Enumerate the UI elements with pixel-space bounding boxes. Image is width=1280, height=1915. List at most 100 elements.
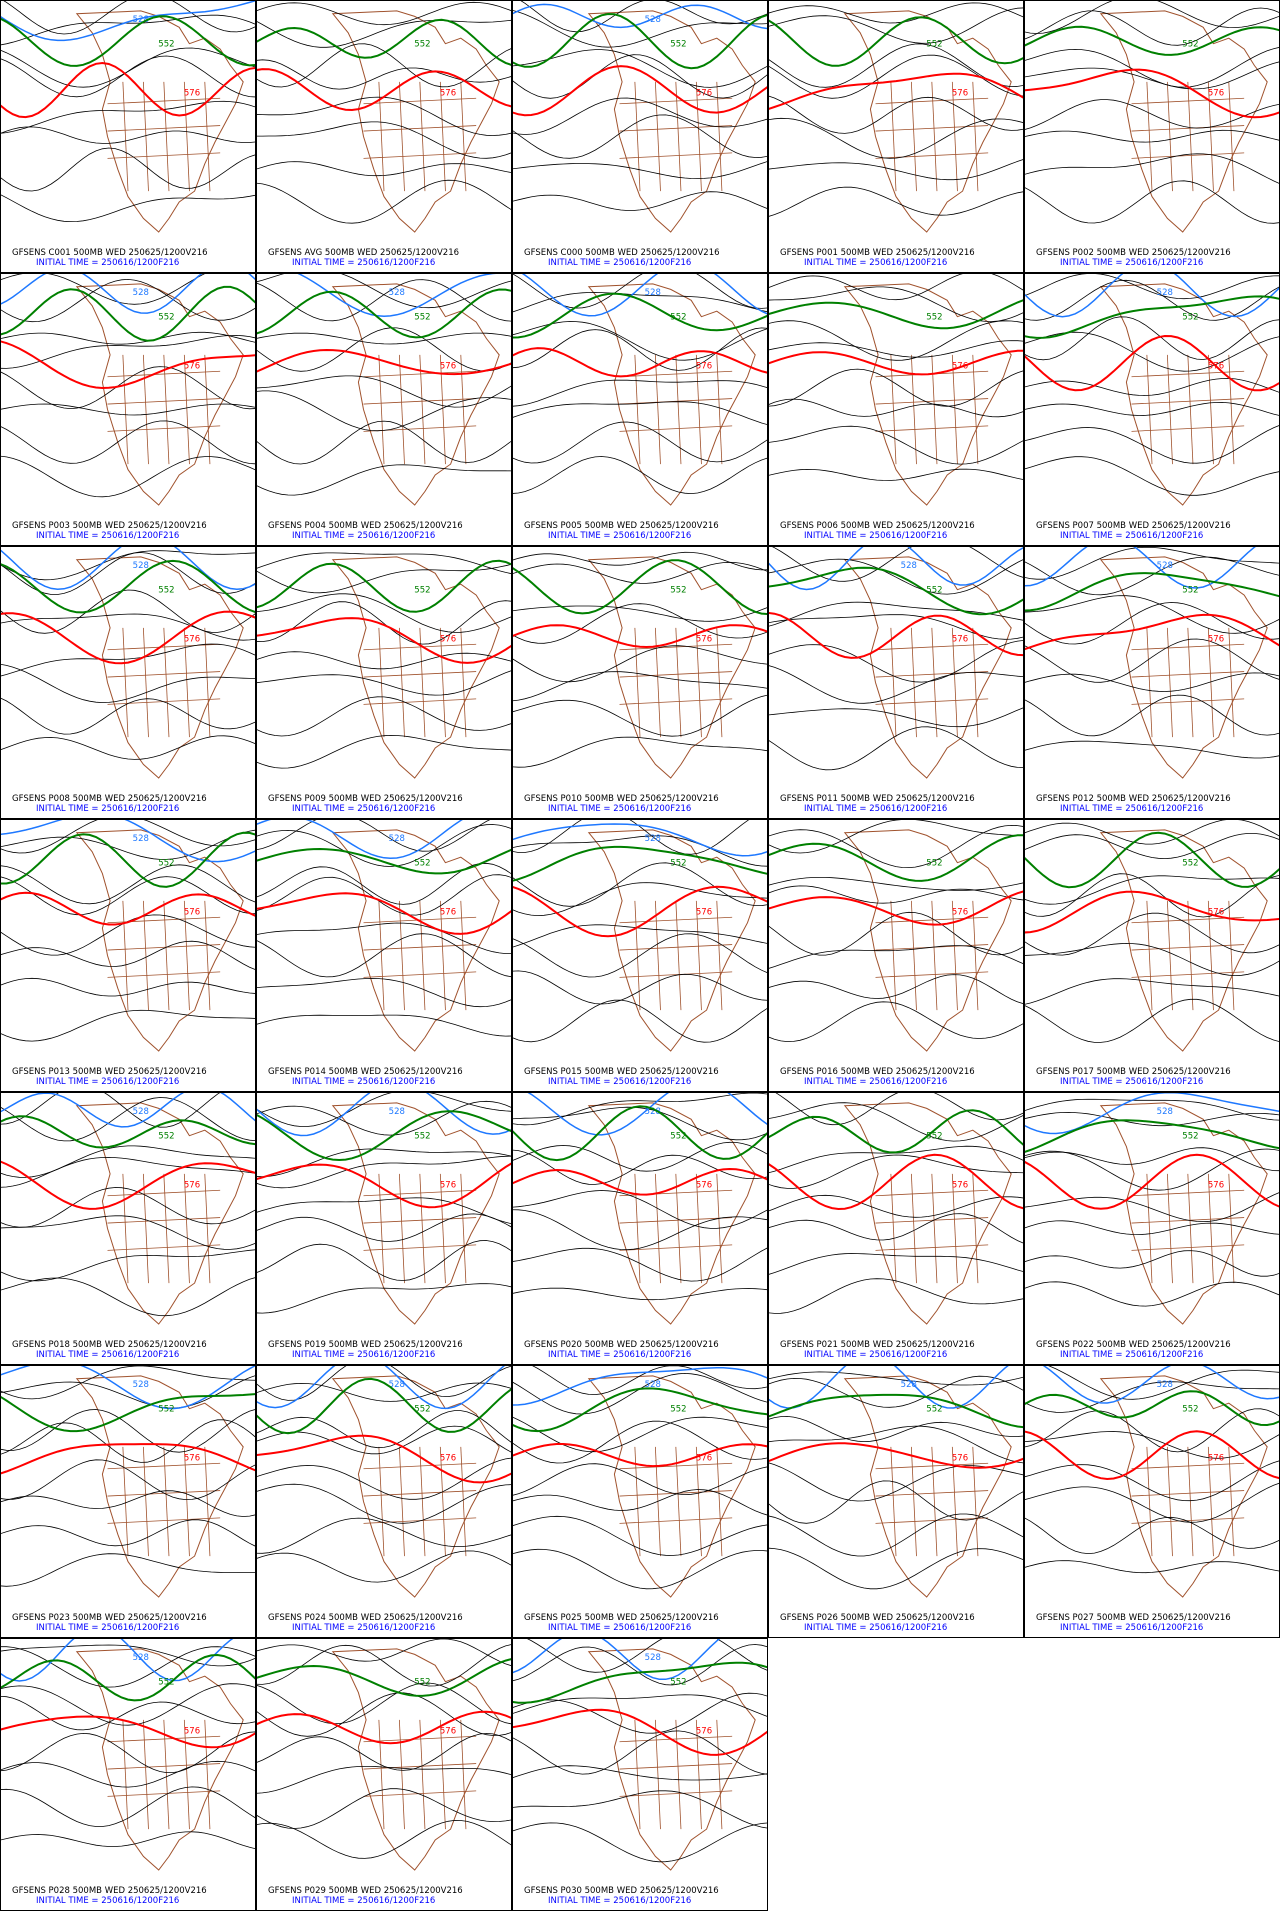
labeled-contour bbox=[257, 820, 463, 860]
state-border bbox=[654, 81, 661, 192]
labeled-contour bbox=[1, 15, 255, 67]
contour-label: 576 bbox=[1208, 89, 1224, 99]
state-border bbox=[890, 81, 897, 192]
coastline bbox=[1099, 283, 1268, 506]
initial-time: INITIAL TIME = 250616/1200F216 bbox=[1060, 1350, 1203, 1360]
panel-frame bbox=[0, 819, 256, 1092]
height-contour bbox=[1, 1366, 255, 1400]
contour-label: 576 bbox=[440, 1454, 456, 1464]
state-border bbox=[363, 1490, 477, 1497]
contour-label: 552 bbox=[670, 312, 686, 322]
panel-frame bbox=[0, 546, 256, 819]
state-border bbox=[142, 1173, 149, 1284]
map-panel: 552 576 GFSENS P006 500MB WED 250625/1200V… bbox=[768, 273, 1024, 546]
labeled-contour bbox=[1, 831, 255, 888]
initial-time: INITIAL TIME = 250616/1200F216 bbox=[804, 1077, 947, 1087]
height-contour bbox=[769, 820, 1023, 854]
panel-caption: GFSENS P006 500MB WED 250625/1200V216 bbox=[780, 521, 975, 531]
height-contour bbox=[1025, 274, 1279, 300]
map-area: 528 552 576 bbox=[1, 1093, 255, 1325]
contour-label: 576 bbox=[184, 89, 200, 99]
state-border bbox=[363, 370, 477, 378]
labeled-contour bbox=[769, 1366, 1009, 1409]
state-border bbox=[1146, 81, 1153, 192]
state-border bbox=[163, 900, 170, 1011]
height-contour bbox=[769, 468, 1023, 481]
height-contour bbox=[1, 403, 255, 416]
labeled-contour bbox=[769, 299, 1023, 330]
state-border bbox=[1187, 627, 1194, 738]
contour-label: 576 bbox=[1208, 362, 1224, 372]
height-contour bbox=[769, 2, 1023, 24]
height-contour bbox=[1, 552, 255, 595]
height-contour bbox=[513, 1190, 767, 1229]
panel-frame bbox=[256, 546, 512, 819]
state-border bbox=[1131, 97, 1245, 105]
height-contour bbox=[257, 734, 511, 769]
labeled-contour bbox=[513, 1708, 767, 1756]
height-contour bbox=[257, 1692, 511, 1737]
initial-time: INITIAL TIME = 250616/1200F216 bbox=[292, 804, 435, 814]
height-contour bbox=[513, 1765, 767, 1781]
state-border bbox=[378, 1719, 385, 1830]
contour-label: 576 bbox=[184, 1727, 200, 1737]
height-contour bbox=[513, 1548, 767, 1590]
initial-time: INITIAL TIME = 250616/1200F216 bbox=[548, 1896, 691, 1906]
panel-caption: GFSENS P002 500MB WED 250625/1200V216 bbox=[1036, 248, 1231, 258]
state-border bbox=[675, 354, 682, 465]
state-border bbox=[460, 627, 467, 738]
height-contour bbox=[1025, 873, 1279, 918]
contour-label: 552 bbox=[1182, 585, 1198, 595]
height-contour bbox=[513, 291, 767, 313]
state-border bbox=[107, 1517, 221, 1524]
height-contour bbox=[257, 696, 511, 737]
coastline bbox=[843, 10, 1012, 233]
contour-label: 528 bbox=[1157, 288, 1173, 298]
labeled-contour bbox=[1025, 1093, 1279, 1135]
panel-caption: GFSENS P030 500MB WED 250625/1200V216 bbox=[524, 1886, 719, 1896]
state-border bbox=[107, 97, 221, 105]
height-contour bbox=[513, 161, 767, 180]
map-area: 528 552 576 bbox=[1, 1366, 255, 1598]
coastline bbox=[75, 1648, 244, 1871]
initial-time: INITIAL TIME = 250616/1200F216 bbox=[292, 1896, 435, 1906]
height-contour bbox=[1, 334, 255, 369]
state-border bbox=[363, 1189, 477, 1197]
state-border bbox=[107, 1735, 221, 1743]
state-border bbox=[972, 354, 979, 465]
coastline bbox=[331, 1102, 500, 1325]
map-area: 552 576 bbox=[769, 2, 1023, 233]
state-border bbox=[619, 1517, 733, 1524]
state-border bbox=[910, 627, 917, 738]
height-contour bbox=[513, 1790, 767, 1829]
contour-label: 576 bbox=[184, 635, 200, 645]
height-contour bbox=[257, 1240, 511, 1281]
panel-caption: GFSENS P020 500MB WED 250625/1200V216 bbox=[524, 1340, 719, 1350]
initial-time: INITIAL TIME = 250616/1200F216 bbox=[36, 258, 179, 268]
height-contour bbox=[513, 924, 767, 948]
labeled-contour bbox=[1, 610, 255, 665]
state-border bbox=[398, 1719, 405, 1830]
initial-time: INITIAL TIME = 250616/1200F216 bbox=[292, 1077, 435, 1087]
height-contour bbox=[1, 1419, 255, 1463]
initial-time: INITIAL TIME = 250616/1200F216 bbox=[1060, 258, 1203, 268]
state-border bbox=[619, 698, 733, 705]
labeled-contour bbox=[769, 1393, 1023, 1429]
height-contour bbox=[1, 1519, 255, 1547]
height-contour bbox=[257, 1014, 511, 1037]
state-border bbox=[363, 398, 477, 405]
contour-label: 528 bbox=[901, 1380, 917, 1390]
height-contour bbox=[1025, 998, 1279, 1043]
height-contour bbox=[513, 379, 767, 407]
state-border bbox=[1228, 354, 1235, 465]
panel-frame bbox=[1024, 273, 1280, 546]
height-contour bbox=[1, 1553, 255, 1587]
state-border bbox=[460, 1173, 467, 1284]
labeled-contour bbox=[257, 1658, 511, 1697]
contour-label: 528 bbox=[133, 1653, 149, 1663]
coastline bbox=[1099, 556, 1268, 779]
height-contour bbox=[513, 1489, 767, 1516]
height-contour bbox=[257, 552, 511, 574]
height-contour bbox=[1025, 1111, 1279, 1127]
state-border bbox=[716, 900, 723, 1011]
